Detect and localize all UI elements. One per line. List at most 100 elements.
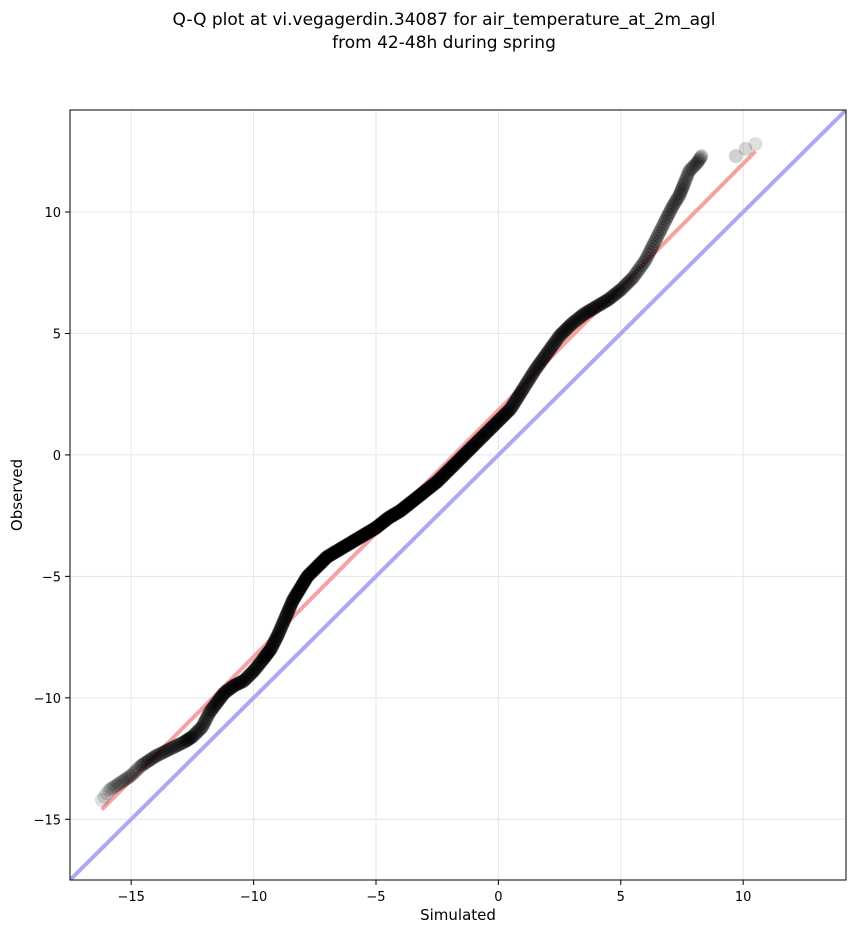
quantile-point — [183, 731, 198, 746]
quantile-point — [244, 666, 259, 681]
quantile-point — [325, 546, 340, 561]
quantile-point — [116, 773, 131, 788]
quantile-point — [275, 616, 290, 631]
quantile-point — [677, 175, 692, 190]
quantile-point — [439, 465, 454, 480]
quantile-point — [592, 297, 607, 312]
quantile-point — [480, 424, 495, 439]
quantile-point — [201, 707, 216, 722]
quantile-point — [173, 736, 188, 751]
quantile-point — [485, 419, 500, 434]
quantile-point — [649, 231, 664, 246]
quantile-point — [198, 713, 213, 728]
quantile-point — [238, 672, 253, 687]
quantile-point — [376, 515, 391, 530]
quantile-point — [295, 577, 310, 592]
quantile-point — [218, 685, 233, 700]
quantile-point — [271, 625, 286, 640]
quantile-point — [508, 393, 523, 408]
quantile-point — [552, 328, 567, 343]
quantile-point — [120, 770, 135, 785]
quantile-point — [681, 166, 696, 181]
quantile-point — [193, 721, 208, 736]
quantile-point — [354, 529, 369, 544]
quantile-point — [451, 453, 466, 468]
y-tick-label: 10 — [44, 206, 61, 221]
quantile-point — [414, 486, 429, 501]
quantile-point — [567, 314, 582, 329]
quantile-point — [341, 537, 356, 552]
quantile-point — [603, 291, 618, 306]
quantile-point — [653, 223, 668, 238]
quantile-point — [219, 684, 234, 699]
quantile-point — [195, 719, 210, 734]
quantile-point — [476, 428, 491, 443]
quantile-point — [372, 518, 387, 533]
quantile-point — [429, 475, 444, 490]
quantile-point — [431, 473, 446, 488]
quantile-point — [692, 152, 707, 167]
quantile-point — [279, 607, 294, 622]
grid-lines — [70, 110, 846, 880]
quantile-point — [178, 734, 193, 749]
quantile-point — [521, 373, 536, 388]
quantile-point — [445, 459, 460, 474]
quantile-point — [660, 209, 675, 224]
quantile-point — [693, 150, 708, 165]
quantile-point — [179, 733, 194, 748]
quantile-point — [272, 623, 287, 638]
quantile-point — [662, 205, 677, 220]
quantile-point — [534, 353, 549, 368]
quantile-point — [296, 576, 311, 591]
quantile-point — [540, 345, 555, 360]
quantile-point — [340, 538, 355, 553]
quantile-point — [278, 610, 293, 625]
quantile-point — [293, 581, 308, 596]
quantile-point — [267, 634, 282, 649]
quantile-point — [398, 499, 413, 514]
quantile-point — [368, 520, 383, 535]
quantile-point — [355, 528, 370, 543]
quantile-point — [338, 538, 353, 553]
quantile-point — [441, 463, 456, 478]
quantile-point — [176, 735, 191, 750]
quantile-point — [197, 715, 212, 730]
quantile-point — [357, 527, 372, 542]
quantile-point — [239, 671, 254, 686]
quantile-point — [336, 540, 351, 555]
quantile-point — [225, 679, 240, 694]
quantile-point — [296, 575, 311, 590]
quantile-point — [461, 443, 476, 458]
quantile-point — [509, 392, 524, 407]
quantile-point — [288, 588, 303, 603]
quantile-point — [522, 371, 537, 386]
quantile-point — [538, 347, 553, 362]
quantile-point — [97, 789, 112, 804]
quantile-point — [160, 743, 175, 758]
quantile-point — [688, 157, 703, 172]
quantile-point — [206, 699, 221, 714]
quantile-point — [102, 783, 117, 798]
quantile-point — [615, 281, 630, 296]
quantile-point — [672, 188, 687, 203]
quantile-point — [331, 543, 346, 558]
quantile-point — [422, 480, 437, 495]
quantile-point — [107, 779, 122, 794]
quantile-point — [312, 557, 327, 572]
fit-line — [100, 149, 757, 811]
quantile-point — [728, 149, 743, 164]
quantile-point — [507, 395, 522, 410]
quantile-point — [109, 778, 124, 793]
quantile-point — [277, 612, 292, 627]
quantile-point — [444, 460, 459, 475]
x-tick-label: 10 — [735, 890, 752, 905]
quantile-point — [474, 430, 489, 445]
quantile-point — [135, 757, 150, 772]
quantile-point — [657, 214, 672, 229]
quantile-point — [580, 305, 595, 320]
quantile-point — [569, 313, 584, 328]
quantile-point — [359, 526, 374, 541]
quantile-point — [253, 656, 268, 671]
quantile-point — [371, 519, 386, 534]
